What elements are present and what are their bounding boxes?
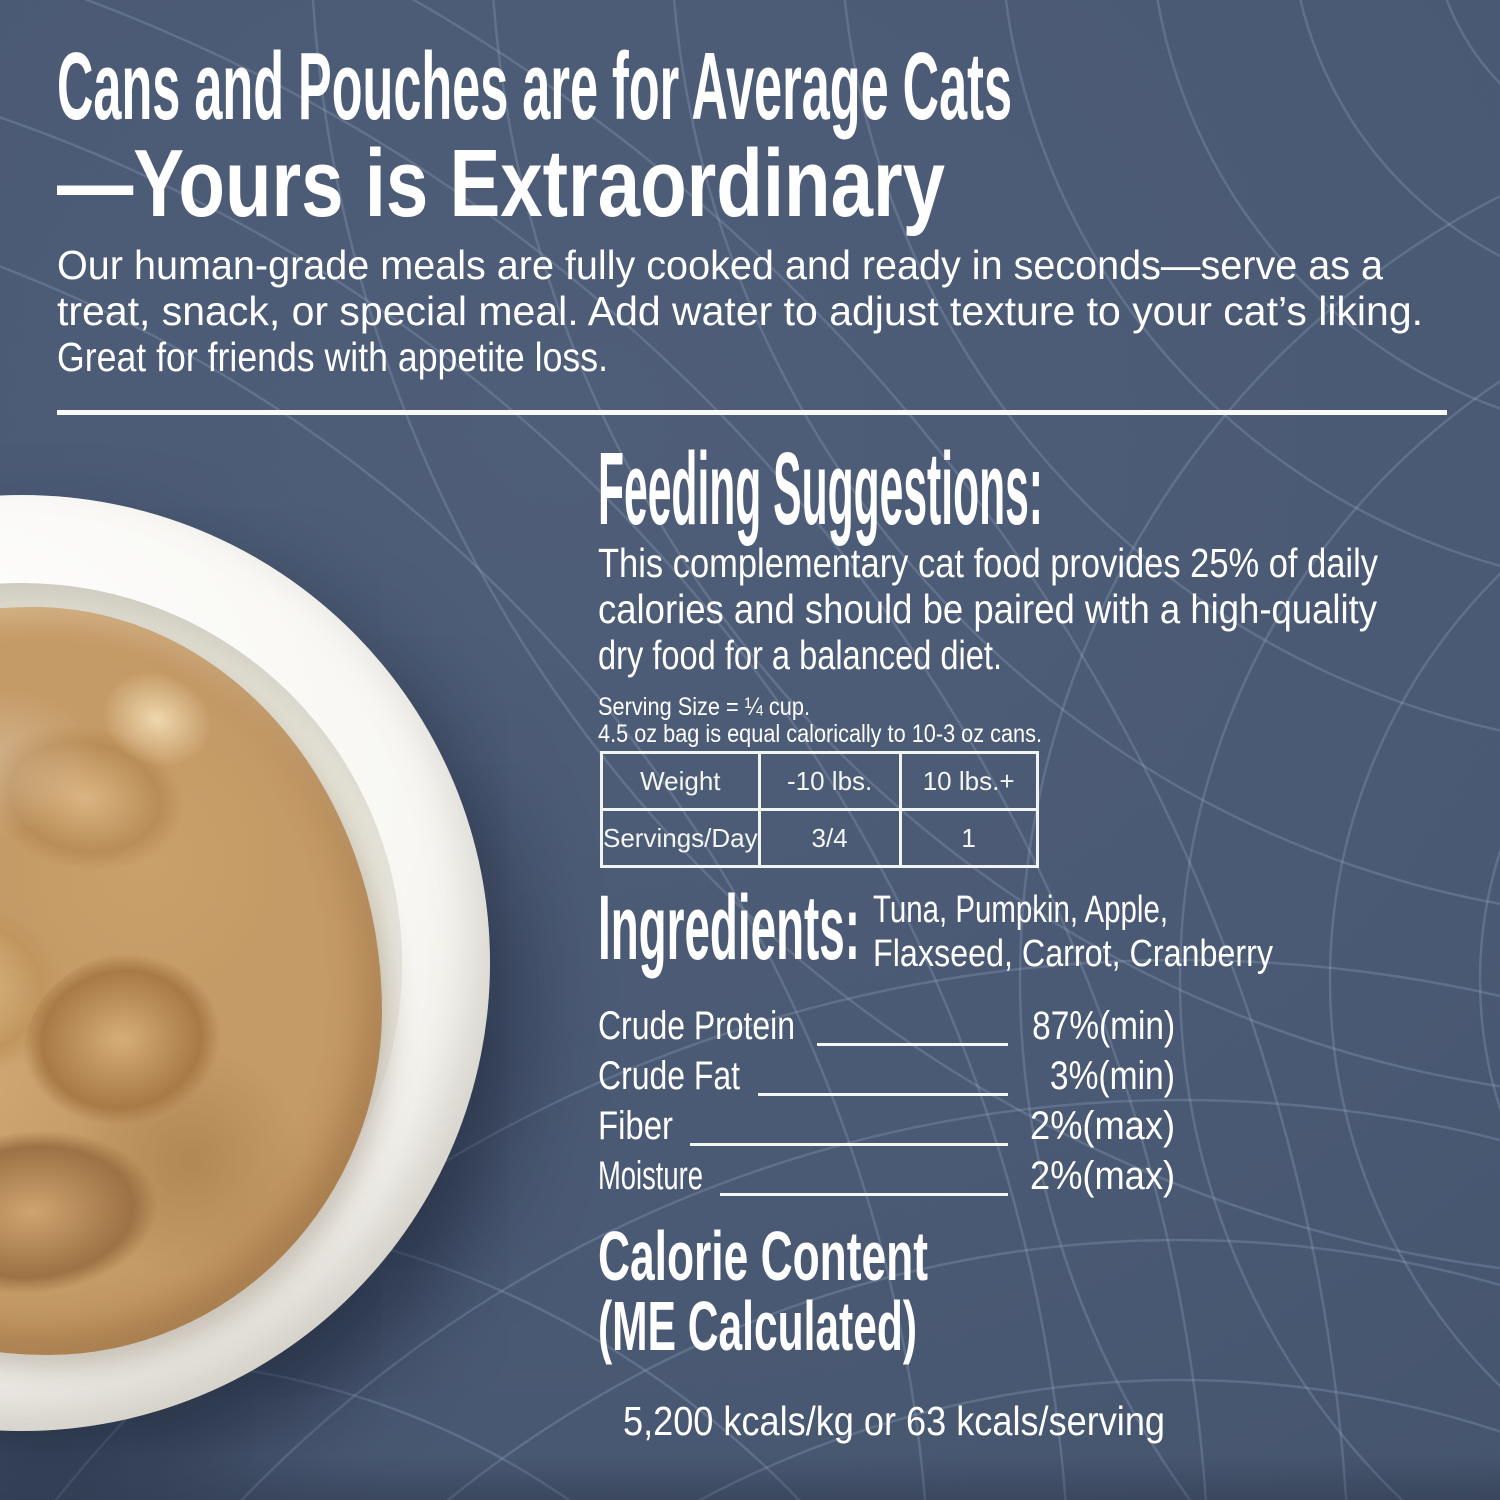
- leader-line: [758, 1093, 1008, 1096]
- feeding-body-line-1: This complementary cat food provides 25%…: [598, 540, 1378, 586]
- table-header-under-10lbs: -10 lbs.: [757, 751, 902, 811]
- intro-paragraph: Our human-grade meals are fully cooked a…: [57, 242, 1431, 380]
- intro-line-2: treat, snack, or special meal. Add water…: [57, 288, 1423, 334]
- analysis-value: 3%(min): [1050, 1054, 1175, 1098]
- analysis-label: Crude Fat: [598, 1054, 740, 1098]
- title-line-2: —Yours is Extraordinary: [57, 130, 945, 237]
- serving-size-line-2: 4.5 oz bag is equal calorically to 10-3 …: [598, 720, 1042, 748]
- analysis-value: 2%(max): [1030, 1104, 1175, 1148]
- feeding-suggestions-paragraph: This complementary cat food provides 25%…: [598, 540, 1500, 678]
- title-line-1: Cans and Pouches are for Average Cats: [57, 33, 1012, 140]
- feeding-body-line-3: dry food for a balanced diet.: [598, 632, 1002, 678]
- table-header-over-10lbs: 10 lbs.+: [898, 751, 1039, 811]
- table-cell-servings-label: Servings/Day: [600, 808, 761, 868]
- serving-size-note: Serving Size = ¼ cup. 4.5 oz bag is equa…: [598, 694, 1109, 748]
- calorie-heading-line-1: Calorie Content: [598, 1217, 928, 1295]
- table-cell-servings-over-10lbs: 1: [898, 808, 1039, 868]
- feeding-suggestions-heading-text: Feeding Suggestions:: [598, 431, 1043, 546]
- analysis-row-fiber: Fiber 2%(max): [598, 1101, 1175, 1151]
- guaranteed-analysis: Crude Protein 87%(min) Crude Fat 3%(min)…: [598, 1001, 1175, 1206]
- ingredients-heading: Ingredients:: [598, 882, 1124, 974]
- analysis-label: Fiber: [598, 1104, 673, 1148]
- feeding-body-line-2: calories and should be paired with a hig…: [598, 586, 1377, 632]
- leader-line: [817, 1043, 1008, 1046]
- table-cell-servings-under-10lbs: 3/4: [757, 808, 902, 868]
- bottom-vignette: [0, 1455, 1500, 1500]
- analysis-row-crude-protein: Crude Protein 87%(min): [598, 1001, 1175, 1051]
- ingredients-line-1: Tuna, Pumpkin, Apple,: [873, 889, 1168, 931]
- ingredients-line-2: Flaxseed, Carrot, Cranberry: [873, 933, 1273, 975]
- analysis-label: Moisture: [598, 1154, 703, 1198]
- table-header-weight: Weight: [600, 751, 761, 811]
- analysis-value: 2%(max): [1030, 1154, 1175, 1198]
- ingredients-heading-text: Ingredients:: [598, 877, 860, 979]
- leader-line: [720, 1193, 1008, 1196]
- intro-line-1: Our human-grade meals are fully cooked a…: [57, 242, 1383, 288]
- calorie-content-heading: Calorie Content (ME Calculated): [598, 1221, 1123, 1361]
- feeding-table-header-row: Weight -10 lbs. 10 lbs.+: [600, 751, 1039, 811]
- serving-size-line-1: Serving Size = ¼ cup.: [598, 693, 810, 721]
- calorie-value-text: 5,200 kcals/kg or 63 kcals/serving: [623, 1398, 1165, 1444]
- intro-line-3: Great for friends with appetite loss.: [57, 334, 608, 380]
- analysis-row-crude-fat: Crude Fat 3%(min): [598, 1051, 1175, 1101]
- analysis-label: Crude Protein: [598, 1004, 795, 1048]
- section-divider: [57, 410, 1447, 415]
- calorie-value: 5,200 kcals/kg or 63 kcals/serving: [623, 1399, 1238, 1444]
- calorie-heading-line-2: (ME Calculated): [598, 1287, 917, 1365]
- analysis-value: 87%(min): [1032, 1004, 1175, 1048]
- feeding-suggestions-heading: Feeding Suggestions:: [598, 437, 1500, 540]
- feeding-table: Weight -10 lbs. 10 lbs.+ Servings/Day 3/…: [600, 751, 1039, 868]
- ingredients-list: Tuna, Pumpkin, Apple, Flaxseed, Carrot, …: [873, 888, 1344, 976]
- leader-line: [690, 1143, 1008, 1146]
- page-title: Cans and Pouches are for Average Cats —Y…: [57, 38, 1500, 232]
- analysis-row-moisture: Moisture 2%(max): [598, 1151, 1175, 1201]
- tuna-pile: [0, 607, 382, 1355]
- feeding-table-data-row: Servings/Day 3/4 1: [600, 808, 1039, 868]
